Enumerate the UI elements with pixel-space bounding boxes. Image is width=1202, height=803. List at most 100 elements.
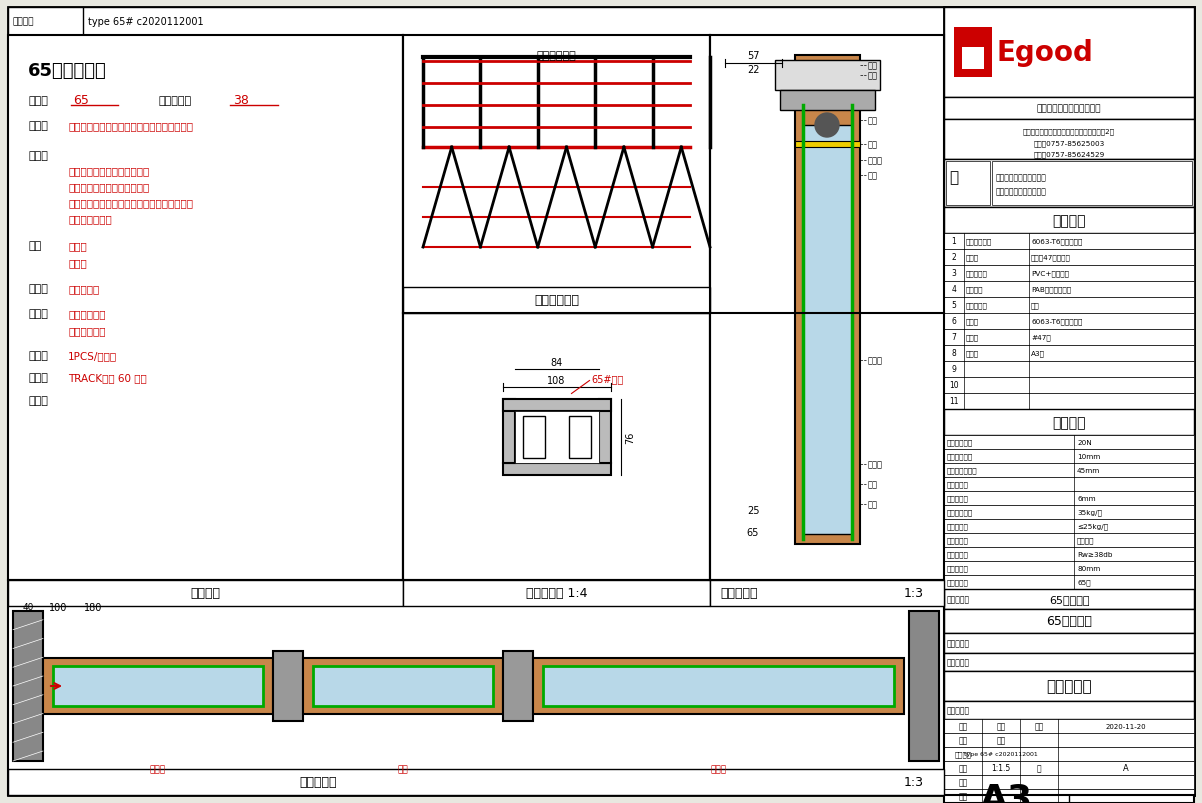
Text: 边框: 边框	[28, 241, 41, 251]
Text: 张: 张	[1036, 764, 1041, 772]
Text: 物品尺寸：: 物品尺寸：	[947, 481, 969, 487]
Text: 可伸缩范围：: 可伸缩范围：	[947, 453, 974, 460]
Text: 选项：: 选项：	[28, 396, 48, 406]
Bar	[43, 658, 273, 714]
Text: 图纸未经设计师同意，不: 图纸未经设计师同意，不	[996, 173, 1047, 182]
Bar	[944, 8, 1194, 98]
Text: 1:3: 1:3	[904, 587, 924, 600]
Bar	[502, 463, 611, 475]
Bar	[944, 98, 1194, 120]
Bar	[944, 377, 1194, 393]
Text: 滚轮: 滚轮	[868, 116, 877, 125]
Text: 10: 10	[950, 381, 959, 390]
Text: 道轨中量范围：: 道轨中量范围：	[947, 467, 977, 474]
Text: 密封用: 密封用	[868, 460, 882, 469]
Text: 图纸视图：: 图纸视图：	[947, 658, 970, 666]
Text: 门板节点图: 门板节点图	[1046, 679, 1091, 694]
Text: 1: 1	[952, 237, 957, 247]
Text: 隔音板：: 隔音板：	[966, 287, 983, 293]
Bar	[944, 548, 1194, 561]
Bar	[944, 634, 1194, 653]
Text: A3钢: A3钢	[1031, 350, 1045, 357]
Text: 轮子：: 轮子：	[28, 351, 48, 361]
Text: 签定: 签定	[996, 736, 1006, 744]
Text: 下扣: 下扣	[868, 500, 877, 509]
Bar	[944, 393, 1194, 410]
Text: 25: 25	[746, 505, 760, 516]
Bar	[944, 208, 1194, 234]
Bar	[954, 28, 992, 78]
Bar	[944, 733, 1194, 747]
Text: 屏风类型：: 屏风类型：	[947, 579, 969, 585]
Text: 广东一园隔断制品有限公司: 广东一园隔断制品有限公司	[1037, 104, 1101, 113]
Bar	[780, 91, 875, 111]
Text: 垂直截面图: 垂直截面图	[720, 587, 757, 600]
Text: 工号名称：: 工号名称：	[947, 638, 970, 648]
Text: 表面：: 表面：	[28, 283, 48, 294]
Bar	[502, 399, 611, 411]
Text: 地址：佛山南海区平水镇石窑工业区二横路2号: 地址：佛山南海区平水镇石窑工业区二横路2号	[1023, 128, 1115, 135]
Text: 20N: 20N	[1077, 439, 1091, 446]
Text: 45mm: 45mm	[1077, 467, 1100, 474]
Bar	[944, 160, 1194, 208]
Text: 主框料: 主框料	[868, 157, 882, 165]
Text: 三胶板: 三胶板	[868, 356, 882, 365]
Bar	[795, 56, 859, 544]
Text: PVC+聚氯乙烯: PVC+聚氯乙烯	[1031, 271, 1069, 277]
Bar	[944, 234, 1194, 250]
Bar	[992, 161, 1192, 206]
Bar	[944, 701, 1194, 719]
Bar	[944, 345, 1194, 361]
Text: 65型单轮式: 65型单轮式	[1046, 615, 1091, 628]
Text: 6063-T6阳极氧化铝: 6063-T6阳极氧化铝	[1031, 238, 1082, 245]
Bar	[944, 478, 1194, 491]
Bar	[944, 775, 1194, 789]
Bar	[946, 161, 990, 206]
Text: 6: 6	[952, 317, 957, 326]
Text: 76: 76	[625, 430, 636, 443]
Bar	[523, 416, 545, 458]
Text: 审核: 审核	[958, 736, 968, 744]
Text: 22: 22	[746, 65, 760, 75]
Text: 有隔音密封胶条: 有隔音密封胶条	[69, 214, 112, 224]
Text: Egood: Egood	[996, 39, 1093, 67]
Text: 隔断承拉力：: 隔断承拉力：	[947, 439, 974, 446]
Text: 枪高: 枪高	[1031, 302, 1040, 309]
Bar	[944, 671, 1194, 701]
Bar	[944, 410, 1194, 435]
Text: 设计: 设计	[958, 722, 968, 731]
Text: 材质说明: 材质说明	[1052, 214, 1085, 228]
Text: 10mm: 10mm	[1077, 454, 1100, 459]
Text: 头部：伸缩板: 头部：伸缩板	[69, 308, 106, 319]
Text: 隔音系数：: 隔音系数：	[157, 96, 191, 106]
Bar	[8, 36, 403, 581]
Text: A: A	[1123, 764, 1129, 772]
Text: 随顾客关: 随顾客关	[1077, 537, 1095, 544]
Bar	[944, 533, 1194, 548]
Bar	[8, 8, 944, 36]
Bar	[944, 520, 1194, 533]
Bar	[8, 581, 403, 606]
Text: type 65# c2020112001: type 65# c2020112001	[88, 17, 203, 27]
Text: 封板: 封板	[868, 480, 877, 489]
Text: 日期: 日期	[1035, 722, 1043, 731]
Text: 6063-T6阳极氧化铝: 6063-T6阳极氧化铝	[1031, 318, 1082, 325]
Text: 84: 84	[551, 358, 563, 368]
Text: 钢结构安装图: 钢结构安装图	[534, 294, 579, 307]
Text: 100: 100	[49, 602, 67, 612]
Text: 7: 7	[952, 333, 957, 342]
Text: 认认: 认认	[958, 777, 968, 786]
Text: 隔音系数：: 隔音系数：	[947, 551, 969, 557]
Text: 铝型材: 铝型材	[69, 241, 87, 251]
Text: 80mm: 80mm	[1077, 565, 1100, 571]
Text: 1:3: 1:3	[904, 776, 924, 789]
Text: 图纸标题：: 图纸标题：	[947, 595, 970, 604]
Bar	[944, 653, 1194, 671]
Text: 尾部：波胶板: 尾部：波胶板	[69, 325, 106, 336]
Text: 9: 9	[952, 365, 957, 374]
Text: 尼龙、47号调质钢: 尼龙、47号调质钢	[1031, 255, 1071, 261]
Bar	[710, 36, 944, 581]
Text: 性号: 性号	[958, 792, 968, 801]
Text: 🔑: 🔑	[950, 170, 958, 185]
Text: 3: 3	[952, 269, 957, 278]
